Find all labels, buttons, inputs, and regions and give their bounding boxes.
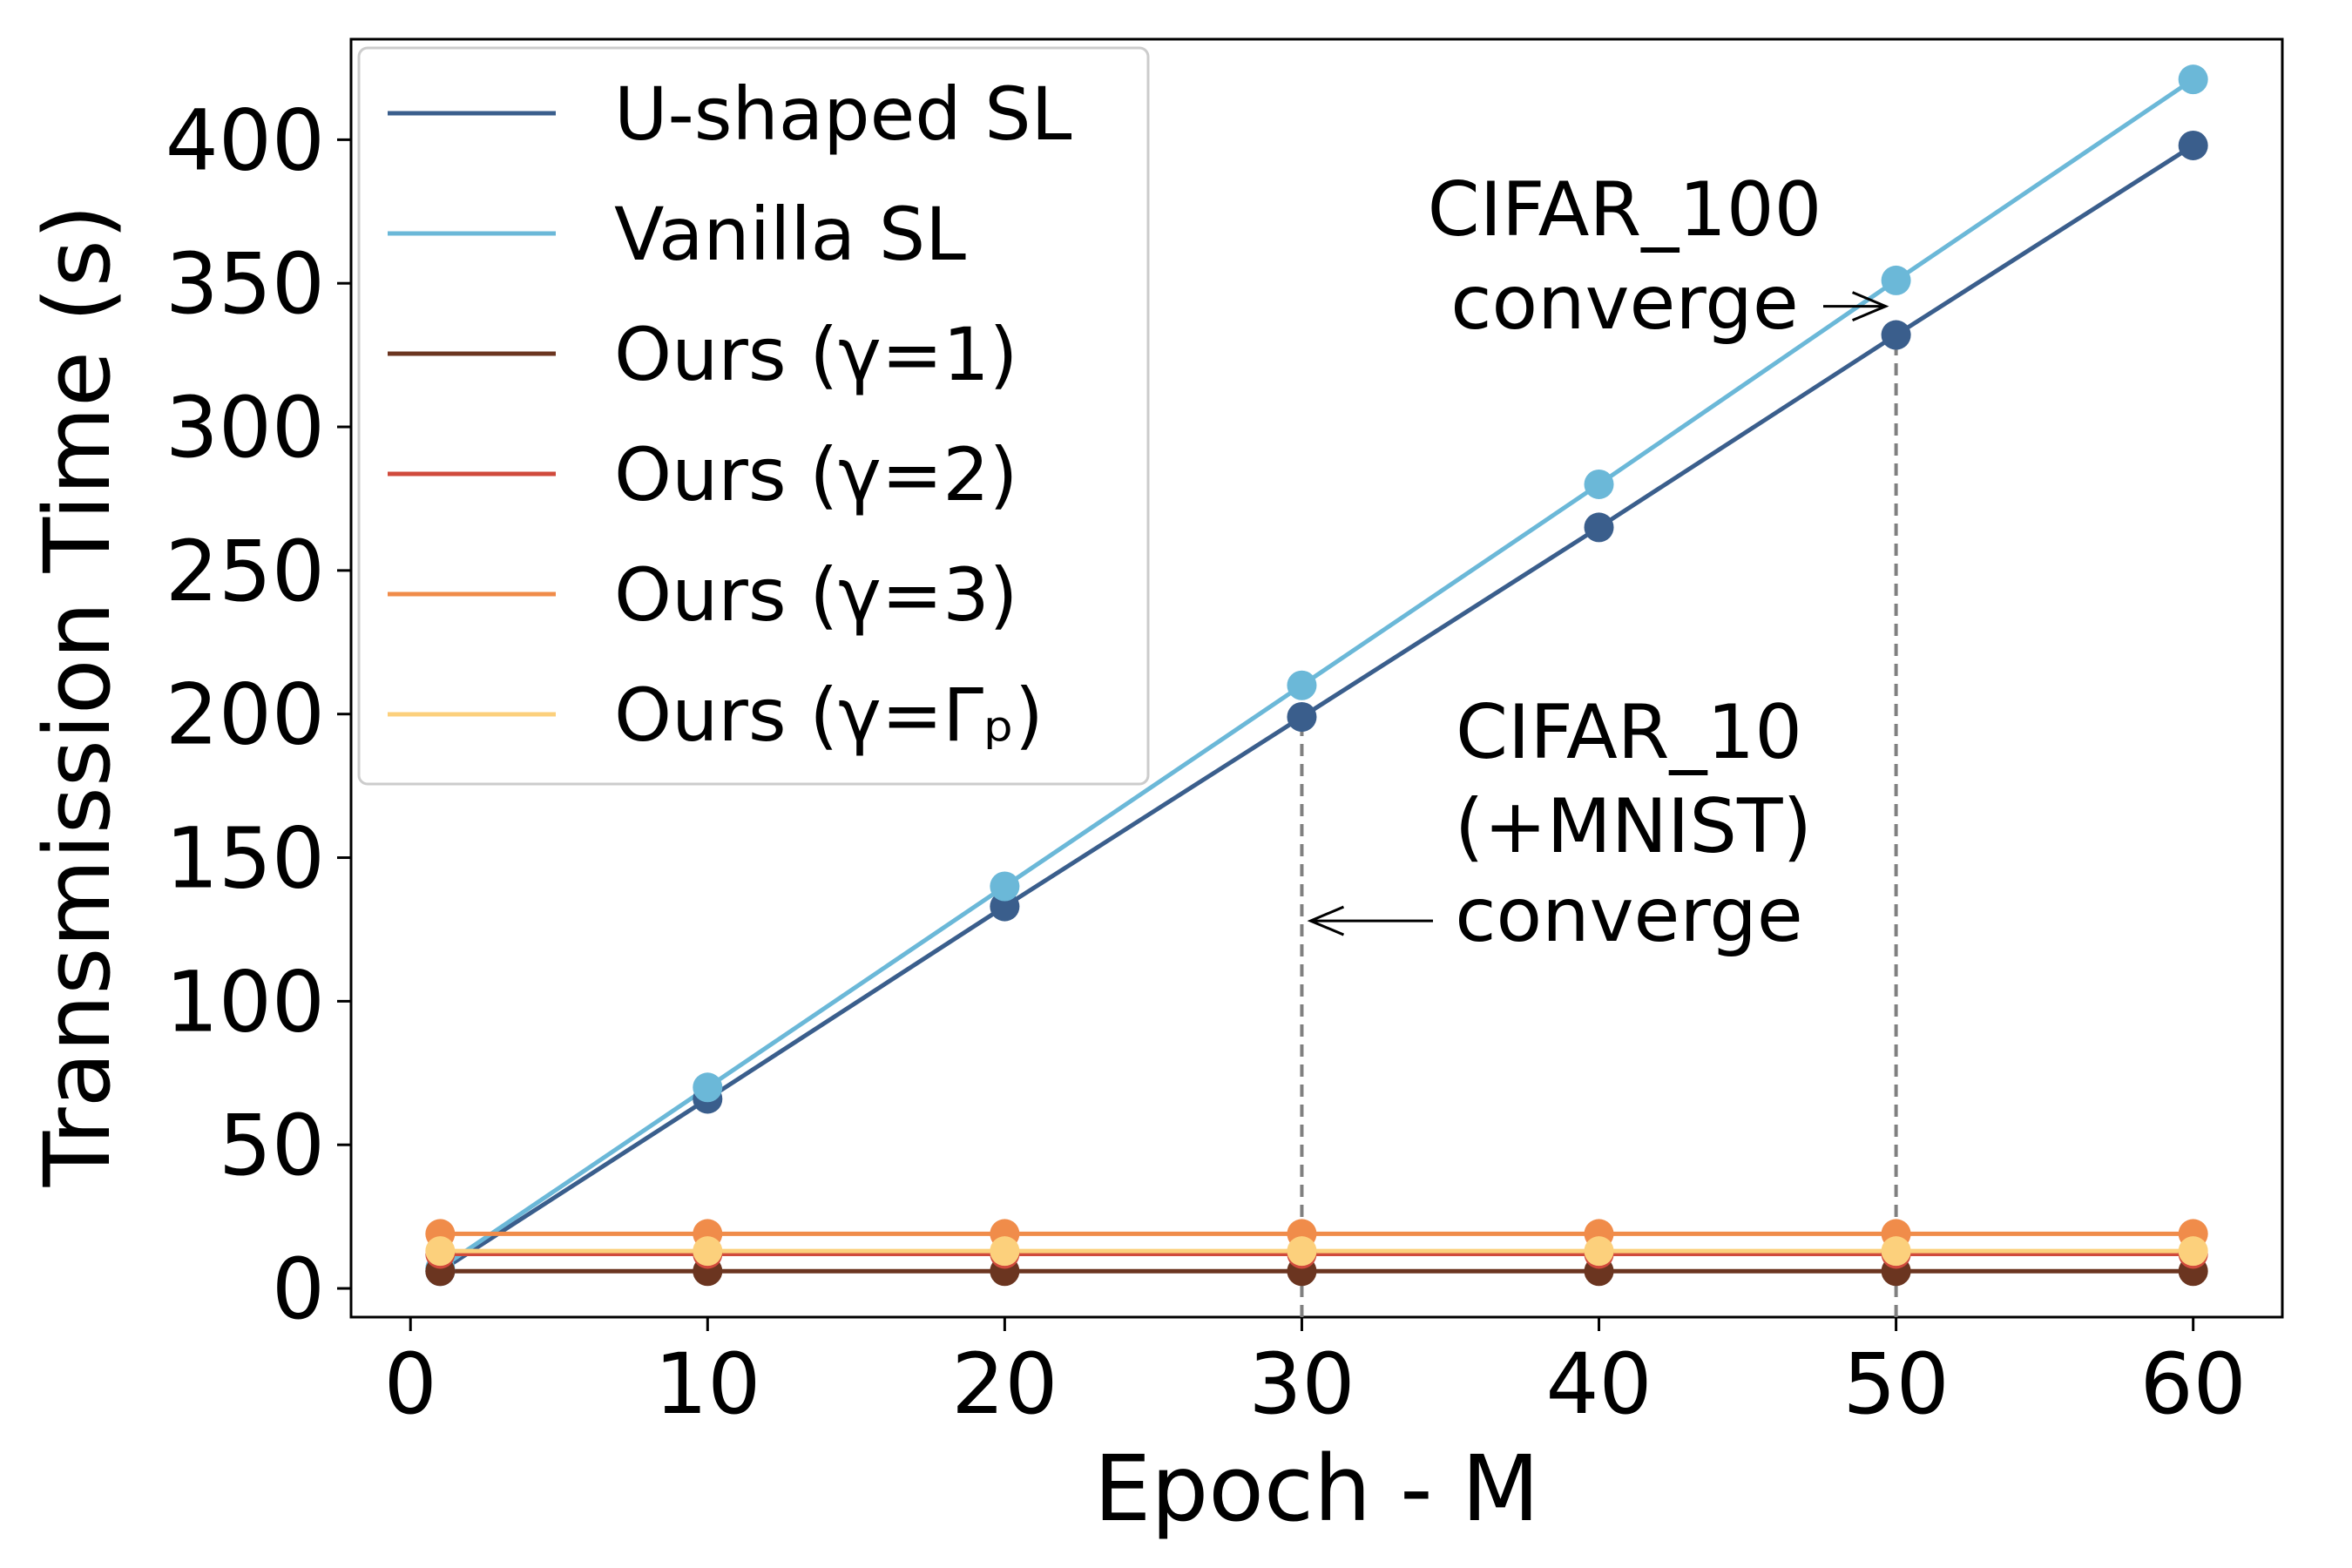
data-point-ours — [1584, 1236, 1614, 1267]
x-tick-label: 10 — [654, 1335, 760, 1433]
data-point-u-shaped-sl — [1287, 702, 1317, 733]
data-point-vanilla-sl — [1287, 670, 1317, 700]
data-point-ours — [693, 1236, 723, 1267]
series-points-group — [425, 64, 2208, 1287]
y-tick-label: 100 — [166, 953, 325, 1051]
data-point-vanilla-sl — [2178, 64, 2208, 95]
y-axis-title: Transmission Time (s) — [24, 205, 131, 1188]
x-axis-title: Epoch - M — [1094, 1436, 1540, 1542]
y-axis: 0 50 100 150 200 250 300 350 400 — [166, 91, 351, 1338]
legend-label: Ours (γ=Γₚ) — [614, 672, 1044, 758]
y-tick-label: 350 — [166, 235, 325, 333]
plot-area-frame — [349, 37, 2284, 1319]
annotation-arrow-head — [1307, 905, 1345, 936]
data-point-ours — [990, 1236, 1020, 1267]
y-tick-label: 200 — [166, 666, 325, 764]
data-point-ours — [1287, 1236, 1317, 1267]
legend-label: Ours (γ=1) — [614, 312, 1017, 397]
annotation-text: converge — [1450, 260, 1799, 347]
legend-label: U-shaped SL — [614, 71, 1072, 157]
data-point-u-shaped-sl — [2178, 130, 2208, 160]
data-point-vanilla-sl — [990, 871, 1020, 902]
annotation-text: converge — [1455, 872, 1803, 959]
annotations-group: CIFAR_100convergeCIFAR_10(+MNIST)converg… — [1307, 166, 1889, 959]
x-tick-label: 40 — [1545, 1335, 1652, 1433]
x-axis: 0 10 20 30 40 50 60 — [384, 1317, 2247, 1433]
data-point-vanilla-sl — [1584, 469, 1614, 499]
data-point-ours — [425, 1236, 456, 1267]
reference-lines-group — [1300, 335, 1898, 1317]
x-tick-label: 0 — [384, 1335, 437, 1433]
y-tick-label: 50 — [219, 1097, 325, 1194]
annotation-text: CIFAR_100 — [1428, 166, 1822, 253]
x-tick-label: 20 — [951, 1335, 1058, 1433]
y-tick-label: 250 — [166, 523, 325, 620]
annotation-arrow-head — [1852, 291, 1889, 321]
y-tick-label: 300 — [166, 379, 325, 476]
legend-label: Vanilla SL — [614, 192, 966, 277]
annotation-text: CIFAR_10 — [1456, 689, 1802, 776]
data-point-vanilla-sl — [693, 1072, 723, 1103]
data-point-ours — [1881, 1236, 1911, 1267]
data-point-u-shaped-sl — [1881, 320, 1911, 350]
x-tick-label: 60 — [2140, 1335, 2247, 1433]
data-point-ours — [2178, 1236, 2208, 1267]
y-tick-label: 150 — [166, 810, 325, 908]
y-tick-label: 0 — [272, 1240, 325, 1338]
legend-label: Ours (γ=2) — [614, 432, 1017, 517]
data-point-vanilla-sl — [1881, 265, 1911, 295]
y-tick-label: 400 — [166, 91, 325, 189]
legend-label: Ours (γ=3) — [614, 552, 1017, 638]
x-tick-label: 50 — [1843, 1335, 1950, 1433]
annotation-text: (+MNIST) — [1455, 783, 1812, 870]
x-tick-label: 30 — [1248, 1335, 1355, 1433]
legend-box — [357, 46, 1150, 786]
data-point-u-shaped-sl — [1584, 512, 1614, 543]
legend: U-shaped SL Vanilla SL Ours (γ=1) Ours (γ=2… — [357, 46, 1150, 786]
